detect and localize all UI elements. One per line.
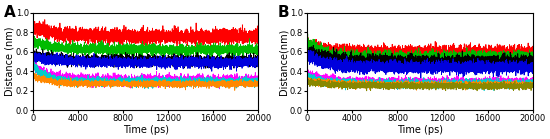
X-axis label: Time (ps): Time (ps) [123,125,169,135]
X-axis label: Time (ps): Time (ps) [397,125,443,135]
Text: B: B [278,5,290,20]
Y-axis label: Distance(nm): Distance(nm) [278,28,288,95]
Text: A: A [4,5,15,20]
Y-axis label: Distance (nm): Distance (nm) [4,27,14,96]
